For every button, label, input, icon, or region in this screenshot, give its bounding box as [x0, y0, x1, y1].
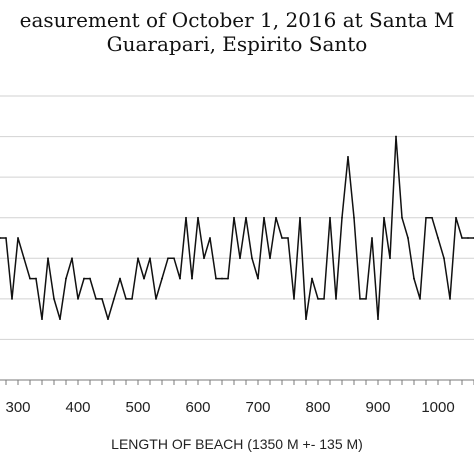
- data-point: [251, 257, 253, 260]
- x-tick-label: 400: [65, 399, 90, 416]
- x-axis: [0, 379, 474, 385]
- data-point: [227, 277, 229, 280]
- data-point: [341, 216, 343, 219]
- x-tick-label: 500: [125, 399, 150, 416]
- data-point: [371, 237, 373, 239]
- data-point: [467, 237, 469, 239]
- x-tick-label: 700: [245, 399, 270, 416]
- data-point: [449, 297, 451, 300]
- data-point: [281, 237, 283, 239]
- data-point: [245, 216, 247, 219]
- data-point: [383, 216, 385, 219]
- x-tick-labels: 300 400 500 600 700 800 900 1000: [5, 399, 454, 416]
- x-tick-label: 800: [305, 399, 330, 416]
- data-point: [41, 318, 43, 321]
- data-point: [287, 237, 289, 239]
- data-point: [143, 277, 145, 280]
- x-tick-label: 600: [185, 399, 210, 416]
- data-point: [443, 257, 445, 260]
- data-point: [125, 297, 127, 300]
- data-point: [263, 216, 265, 219]
- data-point: [29, 277, 31, 280]
- data-point: [197, 216, 199, 219]
- data-point: [23, 257, 25, 260]
- data-point: [275, 216, 277, 219]
- data-point: [461, 237, 463, 239]
- data-point: [77, 297, 79, 300]
- data-point: [191, 277, 193, 280]
- data-point: [389, 257, 391, 260]
- data-point: [35, 277, 37, 280]
- data-point: [305, 318, 307, 321]
- data-point: [239, 257, 241, 260]
- data-point: [401, 216, 403, 219]
- data-point: [53, 297, 55, 300]
- data-point: [269, 257, 271, 260]
- data-point: [347, 155, 349, 158]
- data-point: [173, 257, 175, 260]
- data-point: [179, 277, 181, 280]
- data-point: [17, 237, 19, 239]
- data-point: [185, 216, 187, 219]
- data-point: [377, 318, 379, 321]
- data-point: [11, 297, 13, 300]
- data-point: [89, 277, 91, 280]
- data-point: [167, 257, 169, 260]
- data-point: [311, 277, 313, 280]
- data-point: [425, 216, 427, 219]
- data-point: [65, 277, 67, 280]
- x-tick-label: 900: [365, 399, 390, 416]
- data-point: [149, 257, 151, 260]
- data-point: [95, 297, 97, 300]
- x-tick-label: 300: [5, 399, 30, 416]
- x-tick-label: 1000: [421, 399, 454, 416]
- data-point: [113, 297, 115, 300]
- data-point: [437, 237, 439, 239]
- data-point: [353, 216, 355, 219]
- series-line: [0, 135, 474, 320]
- data-point: [71, 257, 73, 260]
- data-point: [455, 216, 457, 219]
- data-point: [5, 237, 7, 239]
- data-point: [257, 277, 259, 280]
- chart-title-line-2: Guarapari, Espirito Santo: [106, 32, 368, 56]
- data-point: [101, 297, 103, 300]
- data-point: [365, 297, 367, 300]
- data-point: [395, 135, 397, 138]
- data-point: [119, 277, 121, 280]
- data-point: [47, 257, 49, 260]
- data-point: [221, 277, 223, 280]
- data-point: [233, 216, 235, 219]
- series-layer: [0, 135, 474, 321]
- x-axis-label: LENGTH OF BEACH (1350 M +- 135 M): [111, 436, 363, 452]
- data-point: [59, 318, 61, 321]
- data-point: [209, 237, 211, 239]
- data-point: [203, 257, 205, 260]
- data-point: [137, 257, 139, 260]
- data-point: [413, 277, 415, 280]
- gridlines: [0, 95, 474, 340]
- data-point: [359, 297, 361, 300]
- data-point: [431, 216, 433, 219]
- chart-title: easurement of October 1, 2016 at Santa M…: [0, 8, 474, 56]
- data-point: [323, 297, 325, 300]
- data-point: [107, 318, 109, 321]
- data-point: [215, 277, 217, 280]
- data-point: [419, 297, 421, 300]
- data-point: [0, 237, 1, 239]
- data-point: [317, 297, 319, 300]
- data-point: [293, 297, 295, 300]
- data-point: [329, 216, 331, 219]
- data-point: [161, 277, 163, 280]
- data-point: [299, 216, 301, 219]
- data-point: [83, 277, 85, 280]
- data-point: [131, 297, 133, 300]
- data-point: [155, 297, 157, 300]
- chart-title-line-1: easurement of October 1, 2016 at Santa M: [19, 8, 455, 32]
- data-point: [335, 297, 337, 300]
- data-point: [407, 237, 409, 239]
